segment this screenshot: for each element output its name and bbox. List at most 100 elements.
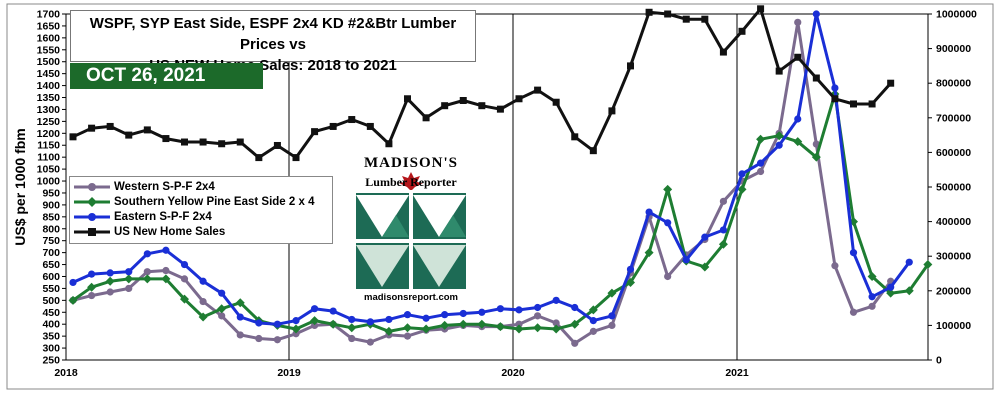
data-point: [310, 316, 320, 326]
y-tick-label: 800: [42, 223, 60, 235]
data-point: [756, 159, 765, 167]
data-point: [218, 312, 226, 320]
y2-tick-label: 0: [936, 355, 942, 367]
data-point: [403, 323, 412, 333]
data-point: [533, 312, 542, 320]
y-tick-label: 650: [42, 259, 60, 271]
data-point: [459, 309, 467, 318]
data-point: [571, 133, 579, 141]
data-point: [143, 250, 151, 258]
y2-tick-label: 800000: [936, 78, 971, 90]
data-point: [125, 284, 133, 293]
y2-tick-label: 900000: [936, 43, 971, 55]
y-tick-label: 1700: [37, 9, 61, 21]
data-point: [348, 315, 356, 324]
data-point: [236, 331, 244, 339]
y-tick-label: 1500: [37, 56, 61, 68]
data-point: [812, 10, 820, 18]
data-point: [607, 288, 617, 298]
data-point: [849, 249, 858, 257]
series-line: [72, 12, 911, 326]
data-point: [738, 170, 746, 178]
data-point: [292, 317, 300, 325]
data-point: [143, 126, 151, 134]
y-tick-label: 1300: [37, 104, 61, 116]
data-point: [496, 105, 504, 113]
data-point: [849, 308, 858, 316]
y-tick-label: 1550: [37, 44, 61, 56]
data-point: [106, 122, 114, 130]
data-point: [255, 334, 263, 343]
left-axis-ticks: 2503003504004505005506006507007508008509…: [37, 9, 66, 367]
y-tick-label: 1200: [37, 128, 61, 140]
data-point: [514, 324, 524, 334]
data-point: [69, 133, 77, 141]
data-point: [421, 324, 431, 334]
data-point: [348, 334, 356, 343]
data-point: [162, 266, 170, 275]
data-point: [626, 265, 635, 273]
data-point: [495, 322, 505, 332]
data-point: [161, 274, 171, 284]
data-point: [831, 262, 839, 270]
data-point: [682, 256, 690, 264]
data-point: [403, 332, 412, 340]
data-point: [441, 311, 449, 319]
data-point: [236, 313, 244, 321]
data-point: [273, 141, 281, 149]
data-point: [217, 304, 227, 314]
data-point: [664, 10, 672, 18]
data-point: [328, 319, 338, 329]
y-tick-label: 950: [42, 187, 60, 199]
data-point: [422, 314, 430, 322]
data-point: [608, 107, 616, 115]
y-tick-label: 450: [42, 307, 60, 319]
data-point: [552, 319, 560, 327]
data-point: [682, 15, 690, 23]
x-tick-label: 2019: [277, 367, 301, 379]
data-point: [125, 268, 133, 276]
y-tick-label: 1050: [37, 164, 61, 176]
data-point: [533, 323, 543, 333]
data-point: [311, 128, 319, 136]
data-point: [793, 137, 803, 147]
data-point: [87, 270, 96, 278]
data-point: [199, 297, 207, 306]
data-point: [273, 320, 282, 328]
data-point: [850, 100, 857, 108]
data-point: [887, 79, 895, 87]
data-point: [198, 312, 208, 322]
y2-tick-label: 200000: [936, 285, 971, 297]
data-point: [218, 140, 226, 148]
data-point: [106, 269, 114, 277]
data-point: [385, 315, 393, 324]
data-point: [292, 330, 300, 338]
data-point: [719, 226, 728, 234]
data-point: [162, 135, 170, 143]
y-tick-label: 1000: [37, 176, 61, 188]
data-point: [627, 62, 634, 70]
data-point: [125, 131, 133, 139]
chart-title: WSPF, SYP East Side, ESPF 2x4 KD #2&Btr …: [70, 10, 476, 74]
data-point: [645, 208, 653, 216]
data-point: [644, 248, 654, 258]
y-tick-label: 900: [42, 199, 60, 211]
data-point: [87, 282, 97, 292]
data-point: [570, 319, 580, 329]
data-point: [292, 154, 300, 162]
data-point: [236, 138, 244, 146]
data-point: [106, 288, 114, 296]
data-point: [366, 338, 374, 346]
data-point: [887, 283, 895, 291]
logo-url: madisonsreport.com: [364, 292, 458, 303]
legend-label-eastern-spf: Eastern S-P-F 2x4: [114, 211, 212, 223]
y-tick-label: 1600: [37, 32, 61, 44]
legend-label-home-sales: US New Home Sales: [114, 226, 226, 238]
data-point: [831, 84, 839, 92]
data-point: [756, 134, 766, 144]
data-point: [552, 98, 560, 106]
logo-subtitle: Lumber Reporter: [365, 175, 457, 189]
y-tick-label: 400: [42, 319, 60, 331]
y-tick-label: 750: [42, 235, 60, 247]
data-point: [663, 184, 673, 194]
